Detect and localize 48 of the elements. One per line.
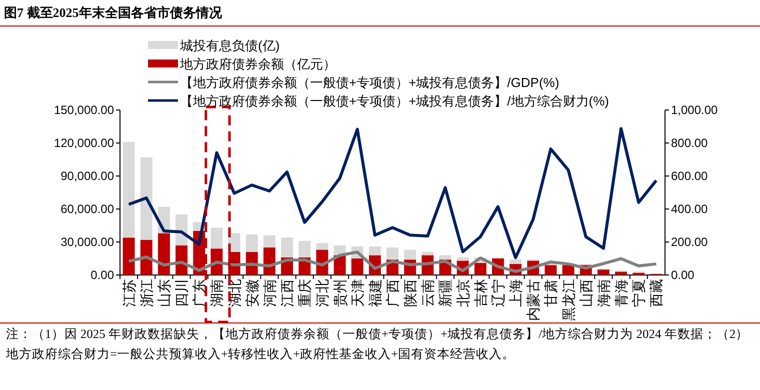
x-tick-label: 山西	[578, 279, 594, 307]
legend-label: 【地方政府债券余额（一般债+专项债）+城投有息债务】/地方综合财力(%)	[180, 94, 610, 108]
x-tick-label: 内蒙古	[525, 279, 542, 321]
y2-tick-label: 200.00	[671, 235, 708, 249]
x-tick-label: 上海	[508, 279, 524, 307]
legend-label: 城投有息负债(亿)	[179, 38, 280, 53]
chart-title: 图7 截至2025年末全国各省市债务情况	[4, 5, 223, 20]
x-tick-label: 陕西	[402, 279, 418, 307]
x-tick-label: 天津	[349, 279, 366, 307]
x-tick-label: 江苏	[120, 279, 137, 307]
x-tick-label: 新疆	[437, 279, 454, 307]
x-tick-label: 浙江	[138, 279, 154, 307]
x-tick-label: 湖南	[208, 279, 225, 307]
x-tick-label: 宁夏	[630, 279, 647, 307]
x-tick-label: 四川	[174, 279, 190, 307]
x-tick-label: 黑龙江	[560, 279, 576, 321]
y-tick-label: 30,000.00	[60, 235, 114, 249]
x-tick-label: 青海	[613, 279, 630, 307]
y-tick-label: 120,000.00	[54, 136, 114, 150]
x-tick-label: 海南	[595, 279, 612, 307]
text: 注：（1）因 2025 年财政数据缺失，【地方政府债券余额（一般债+专项债）+城投有息债务】/地方综合财力为 2024 年数据；（2）地方政府综合财力=一般公共预算收入+转移性收入+政府性基金收入+国有资本经营收入。	[5, 326, 749, 361]
legend-label: 地方政府债券余额（亿元）	[179, 56, 336, 72]
y-tick-label: 90,000.00	[60, 169, 114, 183]
x-tick-label: 广西	[384, 279, 400, 307]
x-tick-label: 山东	[156, 279, 172, 307]
x-tick-label: 甘肃	[542, 279, 559, 307]
legend-label: 【地方政府债券余额（一般债+专项债）+城投有息债务】/GDP(%)	[180, 75, 560, 90]
y2-tick-label: 600.00	[671, 169, 708, 183]
x-tick-label: 西藏	[648, 279, 664, 307]
x-tick-label: 辽宁	[490, 279, 506, 307]
x-tick-label: 福建	[366, 279, 383, 307]
y-tick-label: 150,000.00	[54, 103, 114, 117]
y2-tick-label: 0.00	[671, 268, 695, 282]
x-tick-label: 吉林	[472, 279, 488, 307]
x-tick-label: 贵州	[332, 279, 348, 307]
x-tick-label: 河南	[261, 279, 278, 307]
x-tick-label: 安徽	[244, 279, 260, 307]
y2-tick-label: 400.00	[671, 202, 708, 216]
y2-tick-label: 1,000.00	[671, 103, 718, 117]
x-tick-label: 云南	[420, 279, 436, 307]
y-tick-label: 60,000.00	[60, 202, 114, 216]
x-tick-label: 广东	[191, 279, 208, 307]
x-tick-label: 河北	[314, 279, 330, 307]
y-tick-label: 0.00	[90, 268, 114, 282]
x-tick-label: 重庆	[296, 279, 313, 307]
y2-tick-label: 800.00	[671, 136, 708, 150]
x-tick-label: 北京	[454, 279, 471, 307]
x-tick-label: 江西	[279, 279, 296, 307]
